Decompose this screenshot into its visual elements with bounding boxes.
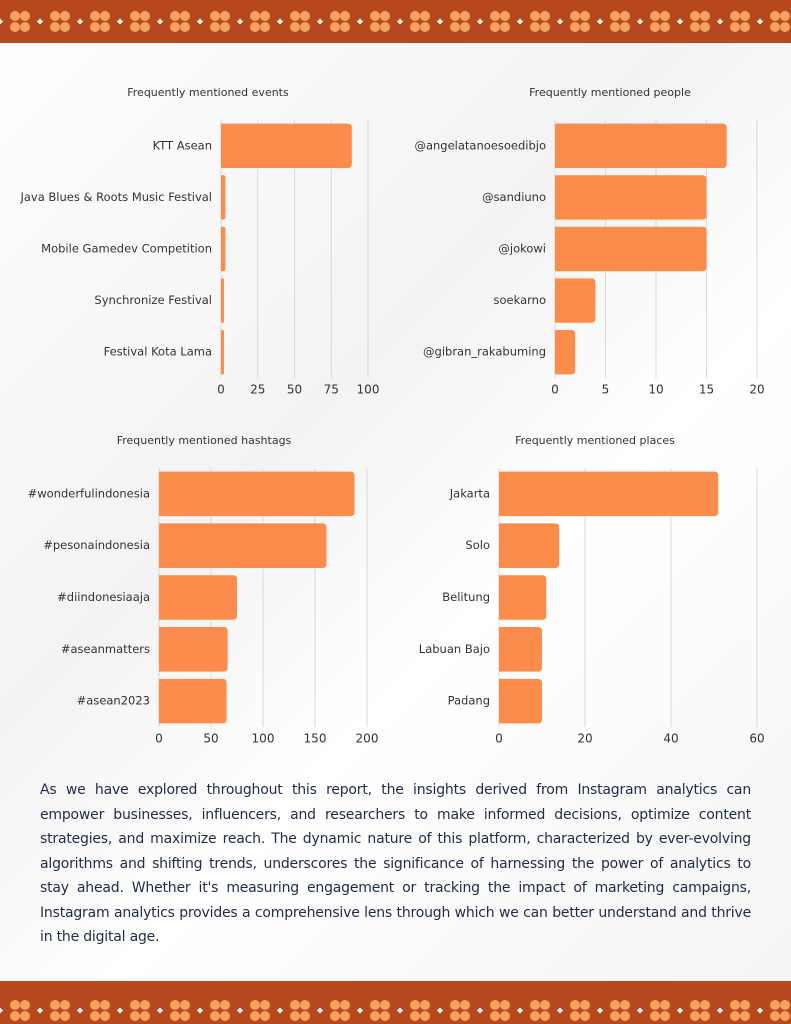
bar: [221, 123, 352, 168]
category-label: Festival Kota Lama: [104, 345, 212, 359]
category-label: #aseanmatters: [61, 642, 150, 656]
category-label: Belitung: [442, 590, 490, 604]
category-label: Solo: [465, 538, 490, 552]
bar: [555, 123, 727, 168]
x-tick-label: 10: [648, 383, 663, 397]
bar: [499, 575, 547, 620]
bar: [159, 575, 237, 620]
category-label: soekarno: [494, 293, 546, 307]
bar: [159, 627, 228, 672]
paragraph: As we have explored throughout this repo…: [40, 782, 751, 945]
x-tick-label: 0: [551, 383, 559, 397]
x-tick-label: 100: [357, 383, 380, 397]
bar: [555, 175, 707, 220]
x-tick-label: 75: [324, 383, 339, 397]
bottom-border: [0, 981, 791, 1024]
category-label: Padang: [448, 694, 490, 708]
chart-title: Frequently mentioned events: [127, 86, 289, 99]
chart-title: Frequently mentioned hashtags: [117, 434, 292, 447]
x-tick-label: 0: [155, 732, 163, 746]
x-tick-label: 200: [356, 732, 379, 746]
bar: [499, 471, 719, 517]
category-label: #pesonaindonesia: [43, 538, 150, 552]
x-tick-label: 100: [252, 732, 275, 746]
bar: [555, 278, 596, 323]
bar: [221, 278, 224, 323]
category-label: #asean2023: [77, 694, 150, 708]
bar: [555, 330, 576, 375]
category-label: @sandiuno: [482, 190, 546, 204]
bar: [221, 175, 226, 220]
chart-title: Frequently mentioned places: [515, 434, 675, 447]
x-tick-label: 0: [495, 732, 503, 746]
x-tick-label: 5: [602, 383, 610, 397]
bar: [221, 330, 224, 375]
category-label: Java Blues & Roots Music Festival: [19, 190, 212, 204]
bar: [159, 678, 227, 724]
x-tick-label: 60: [749, 732, 764, 746]
x-tick-label: 50: [203, 732, 218, 746]
x-tick-label: 150: [304, 732, 327, 746]
x-tick-label: 0: [217, 383, 225, 397]
bar: [221, 226, 226, 272]
bar: [159, 523, 327, 568]
category-label: KTT Asean: [153, 138, 212, 152]
top-border: [0, 0, 791, 43]
category-label: Labuan Bajo: [419, 642, 490, 656]
x-tick-label: 20: [577, 732, 592, 746]
category-label: Jakarta: [449, 486, 490, 500]
x-tick-label: 40: [663, 732, 678, 746]
category-label: Synchronize Festival: [94, 293, 212, 307]
bar: [555, 226, 707, 272]
x-tick-label: 20: [749, 383, 764, 397]
x-tick-label: 50: [287, 383, 302, 397]
x-tick-label: 15: [699, 383, 714, 397]
bar: [499, 678, 542, 724]
category-label: #wonderfulindonesia: [28, 486, 150, 500]
category-label: #diindonesiaaja: [57, 590, 150, 604]
bar: [159, 471, 355, 517]
chart-title: Frequently mentioned people: [529, 86, 691, 99]
category-label: @angelatanoesoedibjo: [414, 138, 546, 152]
category-label: @jokowi: [498, 242, 546, 256]
category-label: @gibran_rakabuming: [423, 345, 546, 359]
x-tick-label: 25: [250, 383, 265, 397]
category-label: Mobile Gamedev Competition: [41, 242, 212, 256]
bar: [499, 523, 560, 568]
bar: [499, 627, 542, 672]
